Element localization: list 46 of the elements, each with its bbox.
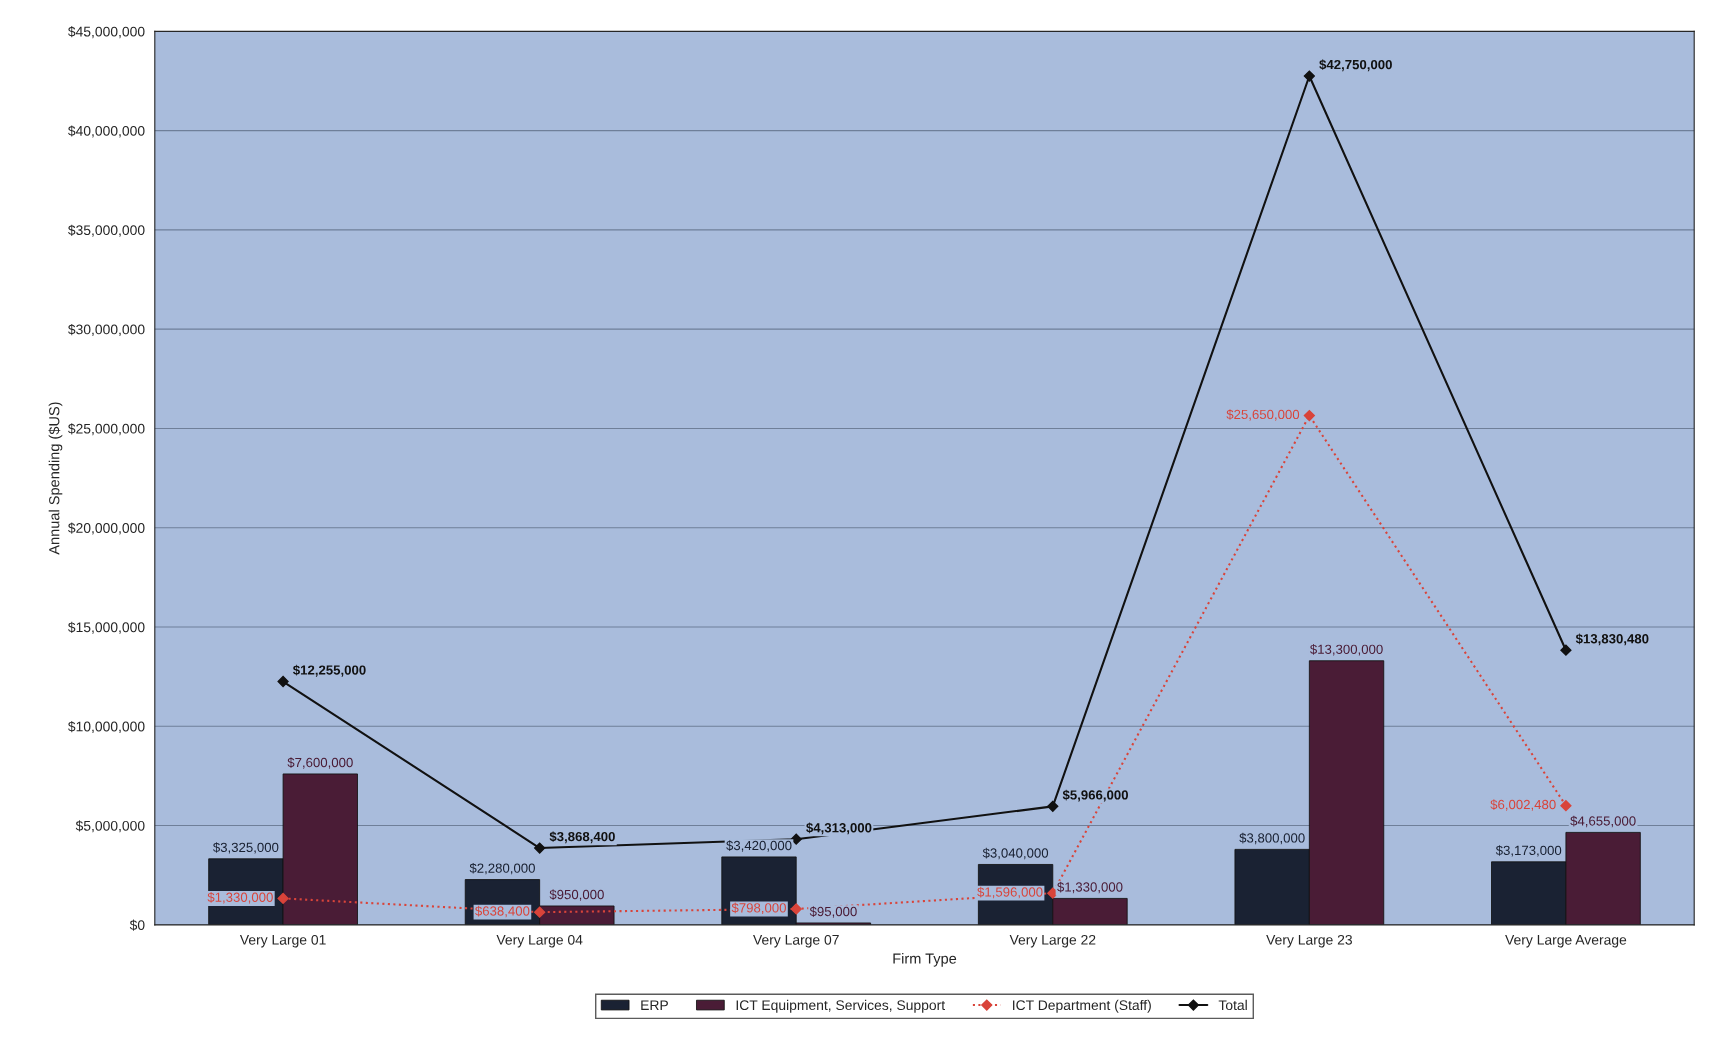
data-label: $950,000 <box>549 889 604 901</box>
y-tick-label: $10,000,000 <box>68 721 145 734</box>
y-tick-label: $20,000,000 <box>68 522 145 535</box>
data-label: $3,040,000 <box>982 847 1049 860</box>
y-tick-label: $0 <box>129 919 145 931</box>
data-label: $4,313,000 <box>806 822 872 835</box>
y-tick-label: $35,000,000 <box>68 224 145 237</box>
x-axis-title: Firm Type <box>893 953 957 967</box>
x-tick-label: Very Large 22 <box>1009 934 1096 948</box>
data-label: $1,330,000 <box>1057 881 1123 894</box>
x-tick-label: Very Large 01 <box>239 934 326 948</box>
data-label: $798,000 <box>731 902 786 915</box>
data-label: $42,750,000 <box>1319 59 1392 72</box>
data-label: $25,650,000 <box>1226 409 1300 421</box>
data-label: $3,420,000 <box>726 840 792 852</box>
legend-label: ERP <box>641 1000 668 1010</box>
legend-label: ICT Equipment, Services, Support <box>736 999 945 1013</box>
data-label: $13,830,480 <box>1575 633 1649 646</box>
y-tick-label: $45,000,000 <box>68 26 145 39</box>
data-label: $4,655,000 <box>1570 815 1636 828</box>
x-tick-label: Very Large Average <box>1505 935 1627 948</box>
data-label: $2,280,000 <box>469 862 535 875</box>
data-label: $3,868,400 <box>549 831 615 844</box>
x-tick-label: Very Large 23 <box>1266 934 1352 948</box>
y-tick-label: $5,000,000 <box>75 820 145 833</box>
data-label: $3,173,000 <box>1495 845 1562 857</box>
legend-label: Total <box>1218 999 1247 1011</box>
y-tick-label: $40,000,000 <box>68 125 145 138</box>
y-axis-title: Annual Spending ($US) <box>48 402 63 555</box>
y-tick-label: $25,000,000 <box>68 423 145 436</box>
legend-label: ICT Department (Staff) <box>1013 999 1151 1013</box>
data-label: $13,300,000 <box>1310 644 1383 656</box>
x-tick-label: Very Large 07 <box>753 934 839 948</box>
data-label: $6,002,480 <box>1490 799 1556 811</box>
data-label: $3,800,000 <box>1239 832 1305 845</box>
data-label: $638,400 <box>475 905 530 918</box>
data-label: $7,600,000 <box>287 757 353 769</box>
x-tick-label: Very Large 04 <box>496 934 583 948</box>
data-label: $12,255,000 <box>292 664 366 677</box>
data-label: $95,000 <box>809 906 857 918</box>
data-label: $5,966,000 <box>1062 789 1128 802</box>
data-label: $1,596,000 <box>977 886 1043 899</box>
data-label: $3,325,000 <box>213 842 279 854</box>
y-tick-label: $30,000,000 <box>68 323 145 336</box>
data-label: $1,330,000 <box>207 892 273 904</box>
y-tick-label: $15,000,000 <box>68 621 145 634</box>
